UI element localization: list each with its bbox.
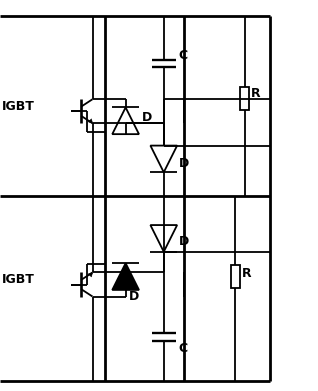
- Text: D: D: [179, 235, 189, 248]
- Text: R: R: [251, 87, 261, 100]
- Polygon shape: [88, 273, 93, 277]
- Text: IGBT: IGBT: [2, 100, 35, 113]
- Text: D: D: [179, 157, 189, 170]
- Text: D: D: [142, 111, 152, 124]
- Bar: [231, 265, 240, 289]
- Text: R: R: [242, 267, 251, 280]
- Polygon shape: [88, 119, 93, 123]
- Text: C: C: [178, 342, 187, 355]
- Text: D: D: [129, 290, 139, 303]
- Text: IGBT: IGBT: [2, 273, 35, 286]
- Text: C: C: [178, 49, 187, 62]
- Polygon shape: [112, 263, 139, 290]
- Bar: [240, 87, 249, 111]
